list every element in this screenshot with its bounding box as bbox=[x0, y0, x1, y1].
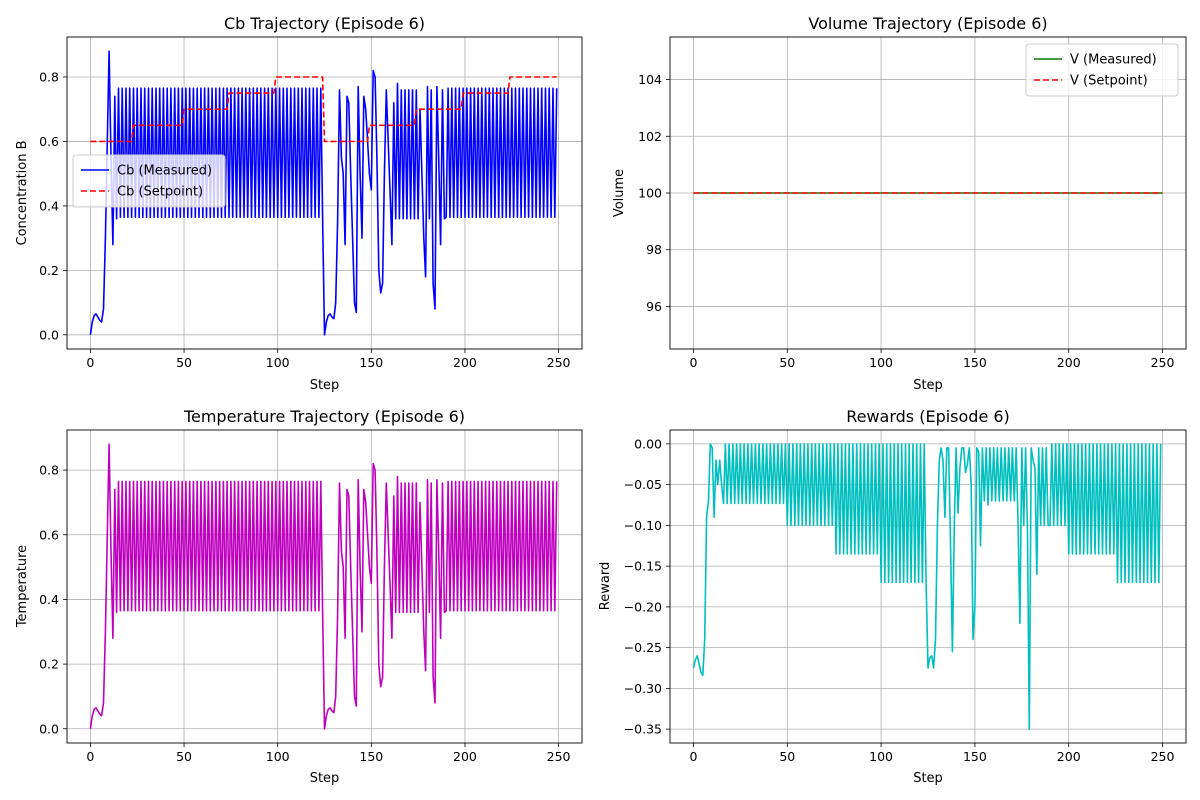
cb-ytick-label-0: 0.0 bbox=[39, 327, 59, 342]
temp-series-0 bbox=[89, 443, 558, 730]
cb-trajectory-title: Cb Trajectory (Episode 6) bbox=[224, 14, 425, 33]
cb-legend-label-1: Cb (Setpoint) bbox=[117, 185, 203, 200]
temp-xtick-label-1: 50 bbox=[176, 749, 192, 764]
temp-xtick-label-0: 0 bbox=[86, 749, 94, 764]
rew-axes-frame bbox=[669, 429, 1187, 744]
vol-legend-label-0: V (Measured) bbox=[1070, 53, 1157, 68]
rew-xtick-label-4: 200 bbox=[1057, 749, 1081, 764]
cb-legend-label-0: Cb (Measured) bbox=[117, 164, 212, 179]
temperature-trajectory-xlabel: Step bbox=[310, 771, 340, 786]
rew-ytick-label-1: −0.05 bbox=[624, 477, 662, 492]
cb-ytick-label-3: 0.6 bbox=[39, 134, 59, 149]
vol-ytick-label-2: 100 bbox=[638, 186, 662, 201]
rew-ytick-label-5: −0.25 bbox=[624, 640, 662, 655]
cb-legend-box bbox=[72, 154, 226, 208]
temp-xtick-label-3: 150 bbox=[359, 749, 383, 764]
cb-ytick-label-2: 0.4 bbox=[39, 198, 59, 213]
temperature-trajectory-title: Temperature Trajectory (Episode 6) bbox=[183, 407, 465, 426]
temp-xtick-label-2: 100 bbox=[266, 749, 290, 764]
vol-xtick-label-3: 150 bbox=[963, 355, 987, 370]
rew-xtick-label-3: 150 bbox=[963, 749, 987, 764]
rew-ytick-label-3: −0.15 bbox=[624, 559, 662, 574]
rew-ytick-label-4: −0.20 bbox=[624, 599, 662, 614]
cb-xtick-label-1: 50 bbox=[176, 355, 192, 370]
temp-ytick-label-4: 0.8 bbox=[39, 463, 59, 478]
vol-xtick-label-2: 100 bbox=[869, 355, 893, 370]
cb-series-1 bbox=[90, 76, 557, 143]
cb-trajectory-xlabel: Step bbox=[310, 378, 340, 393]
cb-trajectory-panel: Cb Trajectory (Episode 6) Step Concentra… bbox=[15, 14, 583, 393]
cb-series-0 bbox=[89, 50, 558, 336]
vol-xtick-label-1: 50 bbox=[779, 355, 795, 370]
cb-legend: Cb (Measured) Cb (Setpoint) bbox=[72, 154, 226, 208]
temp-xtick-label-5: 250 bbox=[547, 749, 571, 764]
volume-trajectory-xlabel: Step bbox=[913, 378, 943, 393]
cb-xtick-label-0: 0 bbox=[86, 355, 94, 370]
rew-ytick-label-7: −0.35 bbox=[624, 722, 662, 737]
rew-xtick-label-0: 0 bbox=[689, 749, 697, 764]
volume-trajectory-ylabel: Volume bbox=[612, 169, 627, 217]
vol-legend-box bbox=[1025, 43, 1179, 97]
temp-axes-frame bbox=[66, 429, 583, 744]
rew-xtick-label-1: 50 bbox=[779, 749, 795, 764]
rewards-ylabel: Reward bbox=[598, 562, 613, 610]
vol-legend: V (Measured) V (Setpoint) bbox=[1025, 43, 1179, 97]
cb-axes-frame bbox=[66, 36, 583, 350]
rew-xtick-label-5: 250 bbox=[1151, 749, 1175, 764]
cb-xtick-label-4: 200 bbox=[453, 355, 477, 370]
rew-ytick-label-2: −0.10 bbox=[624, 518, 662, 533]
temp-ytick-label-1: 0.2 bbox=[39, 657, 59, 672]
vol-ytick-label-1: 98 bbox=[646, 242, 662, 257]
vol-ytick-label-3: 102 bbox=[638, 129, 662, 144]
rew-ytick-label-6: −0.30 bbox=[624, 681, 662, 696]
rew-ytick-label-0: 0.00 bbox=[634, 436, 662, 451]
vol-xtick-label-4: 200 bbox=[1057, 355, 1081, 370]
temp-ytick-label-3: 0.6 bbox=[39, 527, 59, 542]
volume-trajectory-title: Volume Trajectory (Episode 6) bbox=[808, 14, 1047, 33]
temp-xtick-label-4: 200 bbox=[453, 749, 477, 764]
vol-legend-label-1: V (Setpoint) bbox=[1070, 74, 1148, 89]
rew-series-0 bbox=[692, 443, 1162, 730]
rewards-xlabel: Step bbox=[913, 771, 943, 786]
rew-xtick-label-2: 100 bbox=[869, 749, 893, 764]
rewards-panel: Rewards (Episode 6) Step Reward 0 50 100 15… bbox=[598, 407, 1187, 786]
vol-xtick-label-0: 0 bbox=[689, 355, 697, 370]
volume-trajectory-panel: Volume Trajectory (Episode 6) Step Volum… bbox=[612, 14, 1187, 393]
vol-ytick-label-0: 96 bbox=[646, 299, 662, 314]
temp-ytick-label-0: 0.0 bbox=[39, 721, 59, 736]
temp-ytick-label-2: 0.4 bbox=[39, 592, 59, 607]
cb-xtick-label-5: 250 bbox=[547, 355, 571, 370]
cb-ytick-label-1: 0.2 bbox=[39, 263, 59, 278]
vol-ytick-label-4: 104 bbox=[638, 72, 662, 87]
cb-xtick-label-2: 100 bbox=[266, 355, 290, 370]
cb-ytick-label-4: 0.8 bbox=[39, 69, 59, 84]
temperature-trajectory-panel: Temperature Trajectory (Episode 6) Step … bbox=[15, 407, 583, 786]
cb-trajectory-ylabel: Concentration B bbox=[15, 140, 30, 245]
rewards-title: Rewards (Episode 6) bbox=[846, 407, 1010, 426]
vol-xtick-label-5: 250 bbox=[1151, 355, 1175, 370]
cb-xtick-label-3: 150 bbox=[359, 355, 383, 370]
temperature-trajectory-ylabel: Temperature bbox=[15, 545, 30, 628]
